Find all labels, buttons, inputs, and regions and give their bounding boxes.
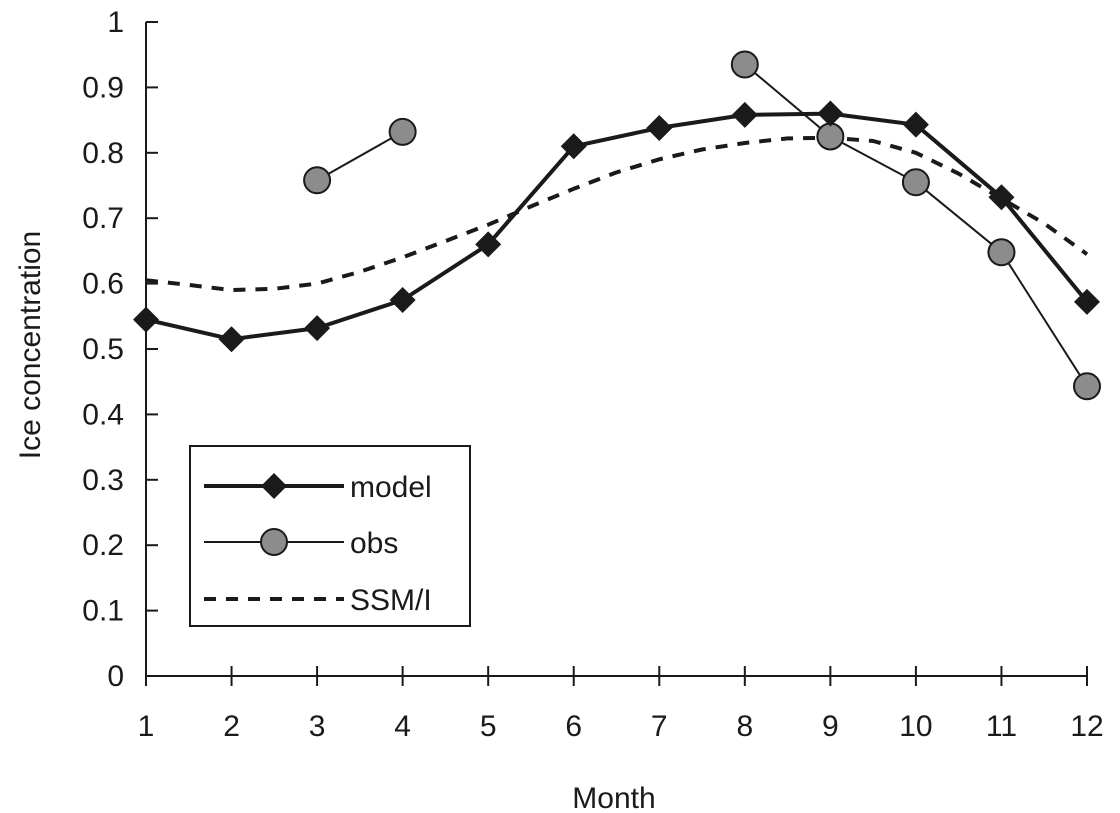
x-tick-label: 7 xyxy=(651,710,668,743)
data-point xyxy=(560,133,587,160)
y-tick-label: 0.2 xyxy=(82,529,124,562)
x-tick-label: 11 xyxy=(986,710,1017,743)
data-point xyxy=(731,101,758,128)
series-line xyxy=(145,135,1089,293)
legend-obs-marker xyxy=(260,528,288,556)
data-point xyxy=(646,114,673,141)
legend-box xyxy=(189,445,471,627)
legend-model-label: model xyxy=(350,471,432,504)
y-tick-label: 0.5 xyxy=(82,333,124,366)
legend: model obs SSM/I xyxy=(189,445,471,627)
y-tick-label: 0.4 xyxy=(82,398,124,431)
data-point xyxy=(475,231,502,258)
legend-model-marker xyxy=(261,473,287,499)
data-point xyxy=(987,238,1016,267)
y-tick-label: 0.1 xyxy=(82,595,124,628)
y-ticks: 0 0.1 0.2 0.3 0.4 0.5 0.6 0.7 0.8 0.9 1 xyxy=(82,6,158,693)
data-point xyxy=(988,184,1015,211)
legend-entry-model: model xyxy=(204,471,432,504)
y-axis-title: Ice concentration xyxy=(14,231,47,459)
series-ssm-i xyxy=(145,135,1089,293)
data-point xyxy=(817,100,844,127)
x-tick-label: 3 xyxy=(309,710,326,743)
data-point xyxy=(303,166,332,195)
series-obs xyxy=(303,50,1101,401)
data-point xyxy=(304,315,331,342)
series-layer xyxy=(133,50,1101,401)
x-ticks: 1 2 3 4 5 6 7 8 9 10 11 12 xyxy=(138,666,1104,743)
data-point xyxy=(1074,288,1100,315)
y-tick-label: 1 xyxy=(107,6,124,39)
series-line xyxy=(145,111,1089,342)
data-point xyxy=(218,326,245,353)
data-point xyxy=(730,50,759,79)
y-tick-label: 0.3 xyxy=(82,464,124,497)
y-tick-label: 0.6 xyxy=(82,268,124,301)
legend-obs-label: obs xyxy=(350,527,398,560)
x-tick-label: 8 xyxy=(736,710,753,743)
data-point xyxy=(389,286,416,313)
x-tick-label: 2 xyxy=(223,710,240,743)
x-axis-title: Month xyxy=(572,782,655,813)
data-point xyxy=(816,122,845,151)
data-point xyxy=(1073,372,1101,401)
x-tick-label: 10 xyxy=(899,710,932,743)
x-tick-label: 1 xyxy=(138,710,155,743)
data-point xyxy=(902,111,929,138)
x-tick-label: 9 xyxy=(822,710,839,743)
series-line xyxy=(316,131,404,182)
data-point xyxy=(901,168,930,197)
data-point xyxy=(133,306,159,333)
data-point xyxy=(388,117,417,146)
x-tick-label: 12 xyxy=(1070,710,1103,743)
y-tick-label: 0.8 xyxy=(82,137,124,170)
y-tick-label: 0.9 xyxy=(82,71,124,104)
x-tick-label: 5 xyxy=(480,710,497,743)
y-tick-label: 0.7 xyxy=(82,202,124,235)
y-tick-label: 0 xyxy=(107,660,124,693)
legend-entry-ssmi: SSM/I xyxy=(204,584,432,617)
series-model xyxy=(133,100,1100,353)
x-tick-label: 6 xyxy=(565,710,582,743)
legend-entry-obs: obs xyxy=(204,527,398,560)
legend-ssmi-label: SSM/I xyxy=(350,584,432,617)
x-tick-label: 4 xyxy=(394,710,411,743)
